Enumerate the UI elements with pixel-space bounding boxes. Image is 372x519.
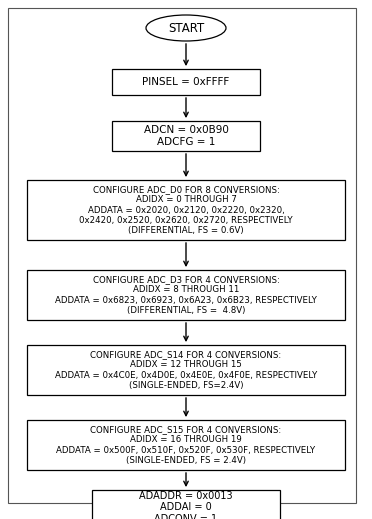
Bar [27,270,345,320]
Text: CONFIGURE ADC_D0 FOR 8 CONVERSIONS:
ADIDX = 0 THROUGH 7
ADDATA = 0x2020, 0x2120,: CONFIGURE ADC_D0 FOR 8 CONVERSIONS: ADID… [79,185,293,235]
Bar [27,180,345,240]
Text: CONFIGURE ADC_S15 FOR 4 CONVERSIONS:
ADIDX = 16 THROUGH 19
ADDATA = 0x500F, 0x51: CONFIGURE ADC_S15 FOR 4 CONVERSIONS: ADI… [57,425,315,465]
Bar [112,69,260,95]
Text: PINSEL = 0xFFFF: PINSEL = 0xFFFF [142,77,230,87]
Text: CONFIGURE ADC_S14 FOR 4 CONVERSIONS:
ADIDX = 12 THROUGH 15
ADDATA = 0x4C0E, 0x4D: CONFIGURE ADC_S14 FOR 4 CONVERSIONS: ADI… [55,350,317,390]
Text: CONFIGURE ADC_D3 FOR 4 CONVERSIONS:
ADIDX = 8 THROUGH 11
ADDATA = 0x6823, 0x6923: CONFIGURE ADC_D3 FOR 4 CONVERSIONS: ADID… [55,275,317,315]
Text: ADADDR = 0x0013
ADDAI = 0
ADCONV = 1
(CLEAR INTERRUPT FLAG
AND START ADC): ADADDR = 0x0013 ADDAI = 0 ADCONV = 1 (CL… [125,491,247,519]
Bar [112,121,260,151]
Bar [27,420,345,470]
Bar [27,345,345,395]
Text: START: START [168,21,204,34]
Bar [92,490,280,519]
Text: ADCN = 0x0B90
ADCFG = 1: ADCN = 0x0B90 ADCFG = 1 [144,125,228,147]
Ellipse shape [146,15,226,41]
